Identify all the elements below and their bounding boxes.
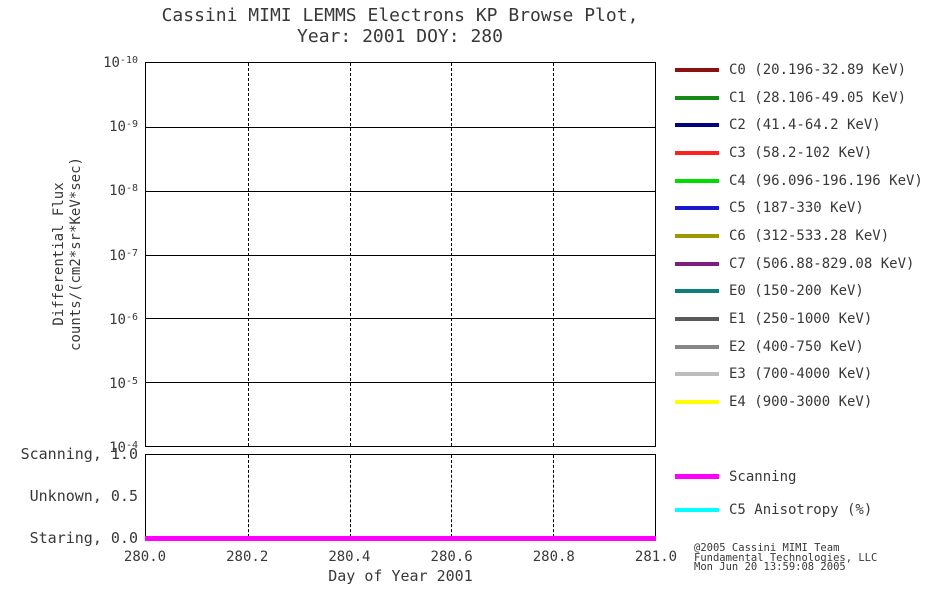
mode-tick-label: Unknown, 0.5 — [29, 487, 138, 505]
legend-line-swatch — [675, 233, 719, 238]
plot-title-line1: Cassini MIMI LEMMS Electrons KP Browse P… — [161, 5, 639, 26]
legend-label: C6 (312-533.28 KeV) — [729, 227, 890, 244]
y-tick-label: 10-9 — [109, 119, 138, 136]
legend-line-swatch — [675, 317, 719, 322]
y-tick-label: 10-4 — [109, 440, 138, 456]
y-tick-label: 10-10 — [103, 55, 138, 71]
horizontal-gridline — [146, 126, 655, 128]
mode-legend: Scanning C5 Anisotropy (%) — [675, 460, 945, 526]
legend-label: C5 Anisotropy (%) — [729, 501, 873, 518]
legend-line-swatch — [675, 344, 719, 349]
legend-label: C2 (41.4-64.2 KeV) — [729, 117, 881, 134]
x-tick-label: 280.4 — [328, 549, 371, 565]
legend-line-swatch — [675, 206, 719, 211]
channel-legend: C0 (20.196-32.89 KeV) C1 (28.106-49.05 Ke… — [675, 56, 945, 416]
legend-line-swatch — [675, 150, 719, 155]
vertical-gridline — [451, 63, 453, 446]
y-tick-label: 10-8 — [109, 183, 138, 200]
credit-text: @2005 Cassini MIMI Team Fundamental Tech… — [694, 542, 878, 573]
x-tick-label: 280.2 — [226, 549, 269, 565]
vertical-gridline — [553, 455, 555, 537]
legend-line-swatch — [675, 261, 719, 266]
y-axis-tick-labels: 10-10 10-9 10-8 10-7 10-6 10-5 10-4 — [0, 55, 138, 455]
legend-item: E4 (900-3000 KeV) — [675, 388, 945, 416]
y-tick-label: 10-7 — [109, 247, 138, 264]
legend-line-swatch — [675, 178, 719, 183]
vertical-gridline — [451, 455, 453, 537]
legend-label: E3 (700-4000 KeV) — [729, 366, 873, 383]
legend-label: Scanning — [729, 468, 797, 485]
credit-line2: Fundamental Technologies, LLC — [694, 551, 878, 564]
legend-label: C5 (187-330 KeV) — [729, 200, 864, 217]
legend-item: Scanning — [675, 460, 945, 493]
legend-item: C0 (20.196-32.89 KeV) — [675, 56, 945, 84]
legend-item: C3 (58.2-102 KeV) — [675, 139, 945, 167]
horizontal-gridline — [146, 190, 655, 192]
legend-label: E4 (900-3000 KeV) — [729, 394, 873, 411]
vertical-gridline — [553, 63, 555, 446]
legend-label: C1 (28.106-49.05 KeV) — [729, 89, 907, 106]
legend-item: C5 Anisotropy (%) — [675, 493, 945, 526]
legend-line-swatch — [675, 67, 719, 72]
legend-item: E0 (150-200 KeV) — [675, 278, 945, 306]
legend-label: C3 (58.2-102 KeV) — [729, 144, 873, 161]
x-axis-tick-labels: 280.0 280.2 280.4 280.6 280.8 281.0 — [0, 549, 950, 566]
legend-label: E0 (150-200 KeV) — [729, 283, 864, 300]
x-tick-label: 281.0 — [634, 549, 678, 565]
scanning-mode-line — [145, 535, 656, 541]
mode-axis-tick-labels: Scanning, 1.0 Unknown, 0.5 Staring, 0.0 — [0, 445, 138, 547]
x-tick-label: 280.0 — [123, 549, 167, 565]
mode-plot-area — [145, 454, 656, 538]
legend-label: E2 (400-750 KeV) — [729, 338, 864, 355]
x-axis-label: Day of Year 2001 — [328, 567, 473, 585]
y-tick-label: 10-6 — [109, 311, 138, 328]
legend-line-swatch — [675, 474, 719, 479]
plot-title: Cassini MIMI LEMMS Electrons KP Browse P… — [120, 5, 680, 47]
horizontal-gridline — [146, 254, 655, 256]
legend-label: C7 (506.88-829.08 KeV) — [729, 255, 915, 272]
legend-item: C5 (187-330 KeV) — [675, 194, 945, 222]
legend-label: C4 (96.096-196.196 KeV) — [729, 172, 923, 189]
horizontal-gridline — [146, 318, 655, 320]
horizontal-gridline — [146, 382, 655, 384]
y-tick-label: 10-5 — [109, 375, 138, 392]
x-tick-label: 280.6 — [430, 549, 473, 565]
legend-item: E3 (700-4000 KeV) — [675, 361, 945, 389]
legend-item: E1 (250-1000 KeV) — [675, 305, 945, 333]
legend-line-swatch — [675, 289, 719, 294]
legend-item: C4 (96.096-196.196 KeV) — [675, 167, 945, 195]
vertical-gridline — [349, 455, 351, 537]
vertical-gridline — [349, 63, 351, 446]
legend-line-swatch — [675, 123, 719, 128]
mode-tick-label: Staring, 0.0 — [29, 529, 138, 547]
legend-line-swatch — [675, 507, 719, 512]
x-tick-label: 280.8 — [532, 549, 575, 565]
credit-line1: @2005 Cassini MIMI Team — [694, 542, 840, 554]
main-plot-area — [145, 62, 656, 447]
legend-item: E2 (400-750 KeV) — [675, 333, 945, 361]
legend-label: E1 (250-1000 KeV) — [729, 311, 873, 328]
mode-tick-label: Scanning, 1.0 — [20, 445, 138, 463]
vertical-gridline — [247, 455, 249, 537]
legend-item: C7 (506.88-829.08 KeV) — [675, 250, 945, 278]
vertical-gridline — [247, 63, 249, 446]
legend-item: C6 (312-533.28 KeV) — [675, 222, 945, 250]
legend-label: C0 (20.196-32.89 KeV) — [729, 61, 907, 78]
legend-item: C2 (41.4-64.2 KeV) — [675, 111, 945, 139]
credit-line3: Mon Jun 20 13:59:08 2005 — [694, 561, 846, 573]
legend-item: C1 (28.106-49.05 KeV) — [675, 84, 945, 112]
plot-title-line2: Year: 2001 DOY: 280 — [297, 26, 503, 47]
legend-line-swatch — [675, 372, 719, 377]
legend-line-swatch — [675, 400, 719, 405]
legend-line-swatch — [675, 95, 719, 100]
